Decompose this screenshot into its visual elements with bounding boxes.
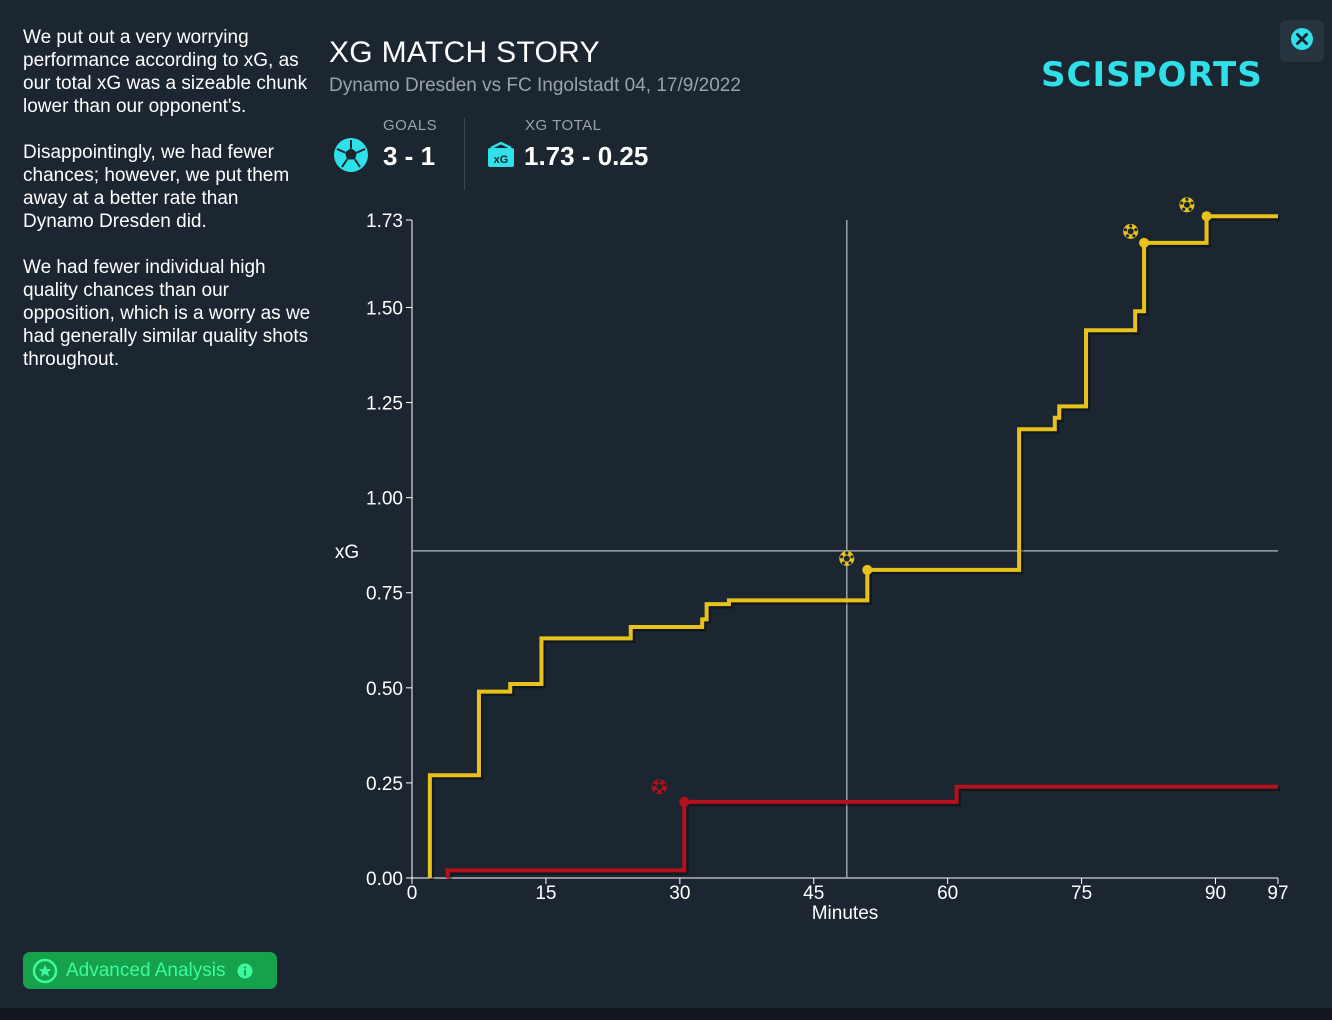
advanced-analysis-button[interactable]: Advanced Analysis: [23, 952, 277, 989]
goals-value: 3 - 1: [383, 141, 436, 171]
y-tick-label: 0.50: [366, 679, 403, 700]
goal-ball-patch: [1132, 234, 1136, 238]
y-tick-label: 1.25: [366, 394, 403, 415]
goal-ball-patch: [1185, 197, 1189, 201]
goal-ball-center: [1183, 201, 1190, 208]
goal-ball-center: [1127, 228, 1134, 235]
close-button[interactable]: [1280, 20, 1324, 62]
home-goal-marker: [1179, 197, 1195, 213]
home-goal-marker: [1123, 223, 1139, 239]
x-tick-label: 45: [803, 883, 824, 904]
y-tick-label: 1.73: [366, 211, 403, 232]
away-series-line: [445, 784, 1278, 878]
xg-total-label: XG TOTAL: [525, 117, 602, 134]
x-tick-label: 0: [407, 883, 418, 904]
y-tick-label: 0.25: [366, 774, 403, 795]
close-icon: [1290, 27, 1314, 56]
goal-ball-patch: [848, 561, 852, 565]
xg-icon-text: xG: [494, 154, 509, 166]
goal-ball-patch: [850, 555, 854, 559]
narrative-paragraph: We put out a very worrying performance a…: [23, 27, 308, 117]
xg-icon: xG: [487, 141, 515, 173]
goal-ball-patch: [1129, 224, 1133, 228]
y-tick-label: 0.00: [366, 869, 403, 890]
x-axis-label: Minutes: [812, 903, 879, 924]
xg-total-value: 1.73 - 0.25: [524, 141, 649, 171]
goal-ball-patch: [845, 551, 849, 555]
narrative-paragraph: We had fewer individual high quality cha…: [23, 257, 311, 370]
home-series-shadow: [429, 215, 1280, 880]
goal-ball-patch: [1182, 207, 1186, 211]
away-goal-marker: [651, 779, 667, 795]
x-tick-label: 97: [1267, 883, 1288, 904]
home-shot-marker: [1201, 211, 1212, 222]
goal-ball-patch: [1190, 201, 1194, 205]
x-tick-label: 90: [1205, 883, 1226, 904]
narrative: We put out a very worrying performance a…: [23, 26, 313, 394]
brand-logo: SCISPORTS: [1041, 55, 1263, 95]
goal-ball-patch: [1180, 201, 1184, 205]
soccer-ball-icon: [333, 137, 369, 178]
goal-ball-patch: [657, 779, 661, 783]
goal-ball-patch: [839, 555, 844, 559]
goal-ball-patch: [660, 789, 665, 793]
x-tick-label: 15: [535, 883, 556, 904]
x-tick-label: 60: [937, 883, 958, 904]
home-shot-marker: [862, 564, 873, 575]
goals-label: GOALS: [383, 117, 438, 134]
goal-ball-patch: [654, 789, 658, 793]
y-axis-label: xG: [335, 542, 359, 563]
match-subtitle: Dynamo Dresden vs FC Ingolstadt 04, 17/9…: [329, 75, 741, 96]
home-series-line: [427, 214, 1278, 878]
y-tick-label: 1.00: [366, 489, 403, 510]
y-tick-label: 1.50: [366, 298, 403, 319]
home-shot-marker: [1139, 237, 1150, 248]
goal-ball-patch: [662, 783, 667, 787]
stats-divider: [464, 118, 465, 190]
goal-ball-patch: [652, 783, 656, 787]
narrative-paragraph: Disappointingly, we had fewer chances; h…: [23, 142, 290, 232]
goal-ball-patch: [1125, 234, 1130, 238]
goal-ball-patch: [1134, 228, 1138, 232]
goal-ball-patch: [1188, 207, 1192, 211]
goal-ball-center: [656, 783, 663, 790]
x-tick-label: 30: [669, 883, 690, 904]
away-shot-marker: [679, 796, 690, 807]
info-icon[interactable]: [237, 963, 253, 979]
x-tick-label: 75: [1071, 883, 1092, 904]
y-tick-label: 0.75: [366, 584, 403, 605]
bottom-strip: [0, 1008, 1332, 1020]
goal-ball-patch: [1123, 228, 1128, 232]
home-goal-marker: [839, 551, 855, 567]
goal-ball-center: [843, 555, 850, 562]
goal-ball-patch: [841, 561, 846, 565]
star-icon: [32, 958, 58, 984]
chart-title: XG MATCH STORY: [329, 36, 600, 69]
advanced-analysis-label: Advanced Analysis: [66, 959, 226, 981]
